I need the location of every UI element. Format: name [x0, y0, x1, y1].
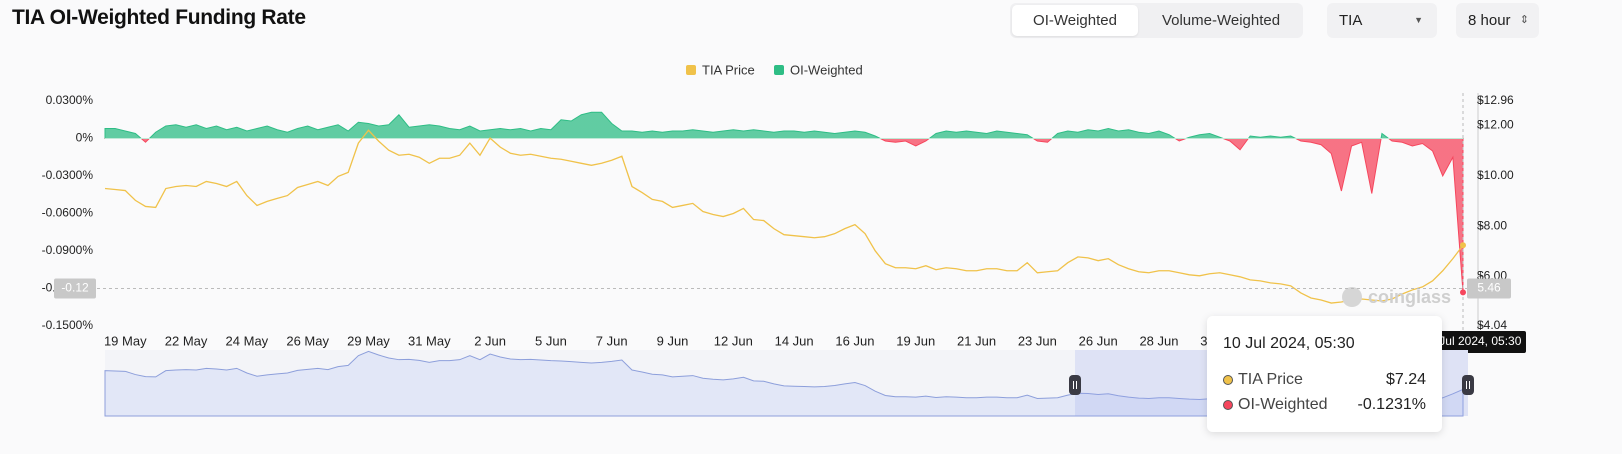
tooltip-dot: [1223, 400, 1233, 410]
y2-tick-label: $12.00: [1477, 117, 1514, 131]
navigator-handle[interactable]: [1462, 375, 1474, 395]
tab[interactable]: Volume-Weighted: [1161, 12, 1281, 29]
y2-tick-label: $12.96: [1477, 93, 1514, 107]
legend-swatch: [774, 65, 784, 75]
y-tick-label: 0%: [76, 131, 94, 145]
x-tick-label: 19 May: [104, 333, 147, 348]
x-tick-label: 16 Jun: [835, 333, 874, 348]
x-tick-label: 26 May: [286, 333, 329, 348]
y2-tick-label: $10.00: [1477, 168, 1514, 182]
crosshair-x-label: 10 Jul 2024, 05:30: [1423, 334, 1522, 348]
crosshair-y-box: [54, 278, 96, 299]
hover-dot: [1460, 289, 1466, 296]
x-tick-label: 22 May: [165, 333, 208, 348]
interval: 8 hour: [1468, 12, 1511, 29]
y2-tick-label: $8.00: [1477, 218, 1507, 232]
crosshair-y-label: -0.12: [61, 281, 89, 295]
tooltip-title: 10 Jul 2024, 05:30: [1223, 335, 1355, 352]
interval-select[interactable]: 8 hour ⇕: [1456, 3, 1539, 38]
tab-group: OI-Weighted Volume-Weighted: [1010, 3, 1303, 38]
x-tick-label: 2 Jun: [474, 333, 506, 348]
legend-label: OI-Weighted: [790, 62, 863, 77]
caret: ▼: [1414, 15, 1423, 25]
x-tick-label: 31 May: [408, 333, 451, 348]
crosshair-x-box: [1418, 331, 1526, 353]
tab[interactable]: OI-Weighted: [1012, 5, 1138, 36]
hover-dot: [1460, 242, 1466, 249]
x-tick-label: 19 Jun: [896, 333, 935, 348]
tooltip-value: $7.24: [1386, 371, 1426, 388]
x-tick-label: 28 Jun: [1139, 333, 1178, 348]
chart-title: TIA OI-Weighted Funding Rate: [12, 6, 306, 29]
watermark: coinglass: [1368, 287, 1451, 307]
x-tick-label: 7 Jun: [596, 333, 628, 348]
y-tick-label: -0.1500%: [42, 318, 94, 332]
tooltip-name: OI-Weighted: [1238, 396, 1328, 413]
y-tick-label: -0.0900%: [42, 243, 94, 257]
crosshair-y2-label: 5.46: [1477, 281, 1501, 295]
symbol-select[interactable]: TIA ▼: [1327, 3, 1437, 38]
caret: ⇕: [1519, 14, 1529, 26]
navigator-handle[interactable]: [1069, 375, 1081, 395]
x-tick-label: 24 May: [226, 333, 269, 348]
x-tick-label: 21 Jun: [957, 333, 996, 348]
funding-area: [104, 111, 1464, 293]
tooltip-box: [1207, 316, 1442, 432]
watermark-icon: [1342, 287, 1362, 307]
legend-label: TIA Price: [702, 62, 755, 77]
legend-swatch: [686, 65, 696, 75]
tooltip-value: -0.1231%: [1358, 396, 1427, 413]
x-tick-label: 5 Jun: [535, 333, 567, 348]
x-tick-label: 12 Jun: [714, 333, 753, 348]
x-tick-label: 9 Jun: [657, 333, 689, 348]
y2-tick-label: $4.04: [1477, 318, 1507, 332]
x-tick-label: 14 Jun: [775, 333, 814, 348]
crosshair-y2-box: [1467, 278, 1511, 299]
y-tick-label: -0.0300%: [42, 168, 94, 182]
tooltip-name: TIA Price: [1238, 371, 1303, 388]
x-tick-label: 29 May: [347, 333, 390, 348]
y-tick-label: -0.0600%: [42, 206, 94, 220]
price-line: [104, 129, 1464, 304]
symbol: TIA: [1339, 12, 1363, 29]
y-tick-label: 0.0300%: [46, 93, 94, 107]
tooltip-dot: [1223, 375, 1233, 385]
x-tick-label: 23 Jun: [1018, 333, 1057, 348]
x-tick-label: 26 Jun: [1079, 333, 1118, 348]
